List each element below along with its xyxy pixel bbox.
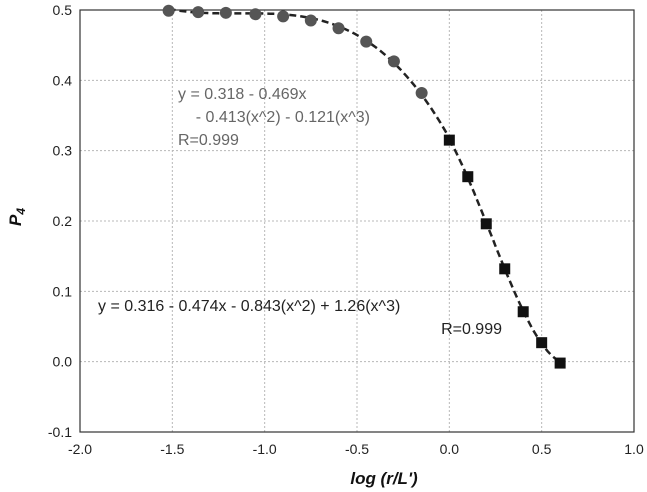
- fit-curve-1: [168, 7, 451, 139]
- square-point: [517, 306, 529, 318]
- x-axis-title: log (r/L'): [350, 469, 418, 488]
- y-tick-label: 0.2: [53, 213, 73, 229]
- y-tick-label: 0.3: [53, 143, 73, 159]
- square-point: [443, 134, 455, 146]
- grid-lines: [79, 9, 635, 433]
- circle-point: [192, 6, 205, 19]
- circle-point: [249, 8, 262, 21]
- equation-annotations: y = 0.318 - 0.469x - 0.413(x^2) - 0.121(…: [98, 86, 502, 338]
- circle-point: [415, 86, 428, 99]
- equation-line: R=0.999: [178, 132, 239, 149]
- equation-line: y = 0.318 - 0.469x: [178, 86, 307, 103]
- square-point: [499, 263, 511, 275]
- circle-point: [387, 55, 400, 68]
- circle-point: [162, 4, 175, 17]
- circle-point: [277, 10, 290, 23]
- equation-line: R=0.999: [441, 321, 502, 338]
- x-tick-label: -0.5: [345, 441, 369, 457]
- circle-point: [304, 14, 317, 27]
- x-tick-label: 0.5: [532, 441, 552, 457]
- y-tick-label: 0.4: [53, 72, 73, 88]
- plot-frame: [79, 9, 635, 433]
- circle-point: [332, 22, 345, 35]
- x-tick-label: -1.5: [160, 441, 184, 457]
- y-tick-label: 0.5: [53, 2, 73, 18]
- square-point: [480, 218, 492, 230]
- y-tick-label: -0.1: [48, 424, 72, 440]
- y-tick-label: 0.1: [53, 283, 73, 299]
- square-point: [462, 171, 474, 183]
- data-points: [162, 4, 566, 369]
- square-point: [536, 337, 548, 349]
- circle-point: [219, 6, 232, 19]
- circle-point: [360, 35, 373, 48]
- y-axis-title: P4: [6, 208, 28, 226]
- x-tick-label: -2.0: [68, 441, 92, 457]
- tick-labels: -2.0 -1.5 -1.0 -0.5 0.0 0.5 1.0 -0.1 0.0 0.1 0.2 0.…: [48, 2, 644, 457]
- y-tick-label: 0.0: [53, 354, 73, 370]
- x-tick-label: 0.0: [440, 441, 460, 457]
- x-tick-label: -1.0: [253, 441, 277, 457]
- x-tick-label: 1.0: [624, 441, 644, 457]
- svg-text:P4: P4: [6, 208, 28, 226]
- equation-line: - 0.413(x^2) - 0.121(x^3): [178, 109, 370, 126]
- equation-line: y = 0.316 - 0.474x - 0.843(x^2) + 1.26(x…: [98, 298, 400, 315]
- square-point: [554, 357, 566, 369]
- y-axis-title-subscript: 4: [14, 208, 28, 216]
- y-axis-title-main: P: [6, 214, 25, 226]
